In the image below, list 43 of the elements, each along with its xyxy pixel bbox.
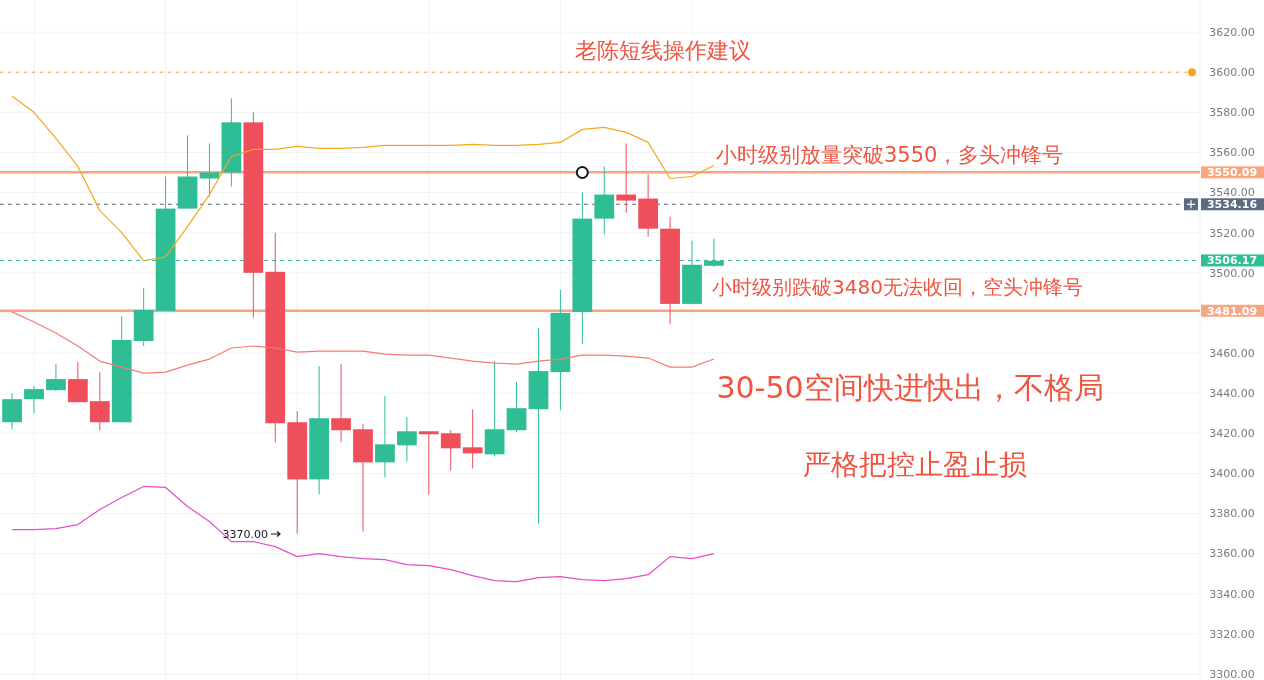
y-tick-label: 3600.00 bbox=[1209, 66, 1255, 80]
candlestick bbox=[199, 142, 220, 198]
ref-line-label: 3534.16 bbox=[1206, 198, 1258, 212]
candlestick bbox=[616, 142, 637, 214]
candlestick bbox=[506, 381, 527, 433]
candlestick bbox=[24, 385, 44, 414]
candlestick bbox=[440, 429, 461, 471]
y-tick-label: 3420.00 bbox=[1209, 427, 1255, 441]
candlestick bbox=[462, 408, 483, 469]
y-tick-label: 3380.00 bbox=[1209, 507, 1255, 521]
candlestick bbox=[2, 392, 22, 430]
y-tick-label: 3340.00 bbox=[1209, 587, 1255, 601]
line-series bbox=[11, 311, 715, 374]
text: 老陈短线操作建议 bbox=[575, 38, 751, 63]
y-tick-label: 3560.00 bbox=[1209, 146, 1255, 160]
candlestick bbox=[67, 361, 88, 403]
y-tick-label: 3400.00 bbox=[1209, 467, 1255, 481]
y-tick-label: 3540.00 bbox=[1209, 186, 1255, 200]
line-series bbox=[11, 95, 715, 262]
y-tick-label: 3520.00 bbox=[1209, 226, 1255, 240]
y-tick-label: 3580.00 bbox=[1209, 106, 1255, 120]
y-tick-label: 3300.00 bbox=[1209, 667, 1255, 680]
annotation: 30-50空间快进快出，不格局 bbox=[716, 370, 1104, 405]
y-tick-label: 3460.00 bbox=[1209, 346, 1255, 360]
ref-line-label: 3550.09 bbox=[1206, 166, 1258, 180]
ref-line-label: 3481.09 bbox=[1206, 304, 1258, 318]
y-tick-label: 3320.00 bbox=[1209, 627, 1255, 641]
annotation: 小时级别跌破3480无法收回，空头冲锋号 bbox=[712, 275, 1083, 299]
ref-line-label: 3506.17 bbox=[1206, 254, 1258, 268]
candlestick bbox=[46, 363, 66, 392]
y-tick-label: 3440.00 bbox=[1209, 387, 1255, 401]
annotation: 3370.00 bbox=[222, 527, 268, 541]
candlestick bbox=[418, 430, 439, 495]
annotation: 小时级别放量突破3550，多头冲锋号 bbox=[716, 143, 1064, 167]
y-tick-label: 3500.00 bbox=[1209, 266, 1255, 280]
candlestick bbox=[375, 395, 395, 478]
y-tick-label: 3620.00 bbox=[1209, 25, 1255, 39]
y-tick-label: 3360.00 bbox=[1209, 547, 1255, 561]
candlestick bbox=[397, 416, 417, 462]
text: 严格把控止盈止损 bbox=[803, 448, 1027, 481]
candlestick bbox=[331, 363, 351, 443]
candlestick bbox=[89, 371, 110, 431]
line-series bbox=[11, 485, 715, 583]
